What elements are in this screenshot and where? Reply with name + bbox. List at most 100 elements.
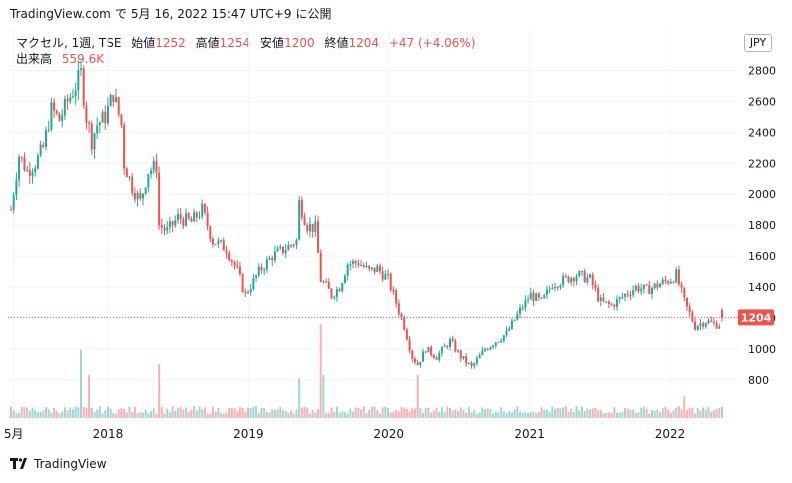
candle-body — [640, 288, 643, 292]
candle-body — [403, 317, 406, 330]
candle-body — [422, 351, 425, 362]
volume-bar — [502, 411, 505, 418]
volume-bar — [572, 411, 575, 418]
candle-body — [284, 250, 287, 254]
volume-bar — [500, 407, 503, 418]
candle-body — [214, 244, 217, 246]
candle-body — [685, 297, 688, 307]
volume-bar — [120, 407, 123, 418]
candle-body — [123, 124, 126, 169]
volume-bar — [537, 412, 540, 418]
volume-bar — [115, 413, 118, 418]
candle-body — [613, 304, 616, 307]
candle-body — [42, 144, 45, 147]
candle-body — [554, 287, 557, 289]
candle-body — [335, 289, 338, 297]
candle-body — [599, 297, 602, 302]
candle-body — [128, 176, 131, 178]
candle-body — [28, 169, 31, 176]
volume-bar — [661, 408, 664, 418]
candle-body — [489, 346, 492, 350]
candle-body — [352, 260, 355, 264]
candle-body — [597, 287, 600, 302]
candle-body — [519, 307, 522, 314]
footer-brand-label: TradingView — [34, 457, 107, 471]
volume-bar — [699, 410, 702, 418]
candle-body — [63, 98, 66, 116]
volume-bar — [217, 407, 220, 418]
volume-bar — [160, 406, 163, 418]
candle-body — [473, 363, 476, 366]
candle-body — [45, 130, 48, 147]
volume-bar — [85, 407, 88, 418]
volume-bar — [721, 406, 723, 418]
candle-body — [66, 98, 69, 102]
volume-bar — [284, 410, 287, 418]
x-tick-label: 2018 — [93, 427, 124, 441]
volume-bar — [236, 411, 239, 418]
candle-body — [381, 271, 384, 280]
volume-bar — [36, 411, 39, 418]
candle-body — [389, 273, 392, 291]
close-label: 終値 — [324, 36, 349, 50]
candle-body — [395, 290, 398, 304]
candle-body — [141, 193, 144, 199]
candle-body — [147, 173, 150, 188]
volume-bar — [71, 409, 74, 418]
volume-bar — [591, 408, 594, 418]
volume-bar — [123, 408, 126, 418]
y-tick-label: 1400 — [748, 281, 776, 294]
volume-bar — [467, 406, 470, 418]
candle-body — [225, 250, 228, 254]
volume-bar — [597, 410, 600, 418]
candle-body — [532, 292, 535, 301]
candle-body — [591, 274, 594, 285]
candle-body — [209, 226, 212, 239]
candle-body — [484, 349, 486, 351]
volume-bar — [104, 410, 107, 418]
candle-body — [287, 244, 290, 251]
volume-bar — [112, 413, 115, 418]
candle-body — [710, 320, 713, 322]
y-tick-label: 1800 — [748, 219, 776, 232]
volume-bar — [63, 407, 66, 418]
candle-body — [392, 290, 395, 292]
volume-bar — [249, 408, 252, 418]
open-label: 始値 — [131, 36, 156, 50]
volume-bar — [535, 413, 538, 418]
volume-bar — [158, 364, 161, 418]
candle-body — [664, 279, 667, 282]
candle-body — [677, 269, 680, 285]
volume-bar — [618, 412, 621, 418]
candle-body — [163, 227, 166, 231]
candle-body — [252, 277, 255, 290]
candle-body — [527, 299, 530, 301]
volume-bar — [599, 409, 602, 418]
volume-bar — [629, 409, 632, 418]
candle-body — [416, 362, 419, 366]
candle-body — [524, 300, 527, 308]
volume-bar — [125, 412, 128, 418]
volume-bar — [710, 411, 713, 418]
volume-bar — [47, 409, 50, 418]
volume-bar — [98, 406, 101, 418]
volume-bar — [53, 407, 56, 418]
candle-body — [152, 161, 155, 171]
volume-bar — [18, 412, 21, 418]
candle-body — [653, 283, 656, 288]
candle-body — [220, 239, 223, 241]
volume-bar — [650, 410, 653, 418]
candle-body — [179, 213, 182, 220]
candle-body — [241, 274, 244, 292]
currency-button[interactable]: JPY — [744, 34, 772, 52]
volume-bar — [607, 412, 610, 418]
candle-body — [195, 212, 198, 218]
volume-bar — [688, 408, 691, 418]
candle-body — [53, 102, 56, 111]
x-tick-label: 5月 — [4, 427, 24, 441]
y-tick-label: 2400 — [748, 126, 776, 139]
candle-body — [448, 339, 451, 347]
volume-bar — [613, 407, 616, 418]
volume-bar — [405, 408, 408, 418]
